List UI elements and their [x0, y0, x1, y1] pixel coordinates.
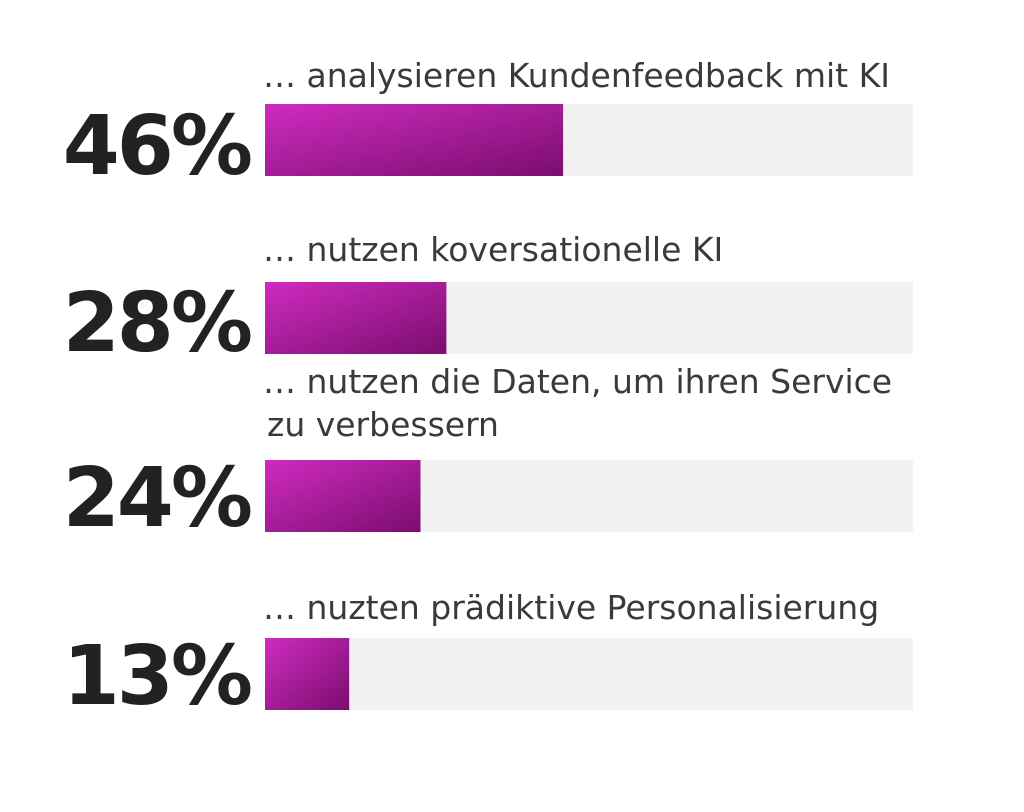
- value-label: 13%: [63, 629, 251, 724]
- chart-rows: … analysieren Kundenfeedback mit KI46%… …: [63, 56, 913, 724]
- value-label: 28%: [63, 276, 251, 371]
- chart-row: … nutzen die Daten, um ihren Service zu v…: [63, 362, 913, 546]
- value-label: 46%: [63, 99, 251, 194]
- value-label: 24%: [63, 451, 251, 546]
- chart-row: … analysieren Kundenfeedback mit KI 46%: [63, 56, 913, 194]
- bar: [265, 282, 447, 354]
- category-label-line: zu verbessern: [267, 405, 499, 444]
- bar: [265, 460, 421, 532]
- category-label: … analysieren Kundenfeedback mit KI: [263, 56, 890, 95]
- bar: [265, 638, 350, 710]
- category-label: … nutzen die Daten, um ihren Service zu v…: [263, 362, 892, 444]
- chart-row: … nuzten prädiktive Personalisierung 13%: [63, 588, 913, 724]
- bar: [265, 104, 564, 176]
- category-label-line: … nuzten prädiktive Personalisierung: [263, 588, 879, 627]
- category-label-line: … nutzen die Daten, um ihren Service: [263, 362, 892, 401]
- bar-track: [265, 638, 913, 710]
- category-label: … nutzen koversationelle KI: [263, 230, 723, 269]
- category-label-line: … nutzen koversationelle KI: [263, 230, 723, 269]
- category-label: … nuzten prädiktive Personalisierung: [263, 588, 879, 627]
- category-label-line: … analysieren Kundenfeedback mit KI: [263, 56, 890, 95]
- chart-row: … nutzen koversationelle KI 28%: [63, 230, 913, 371]
